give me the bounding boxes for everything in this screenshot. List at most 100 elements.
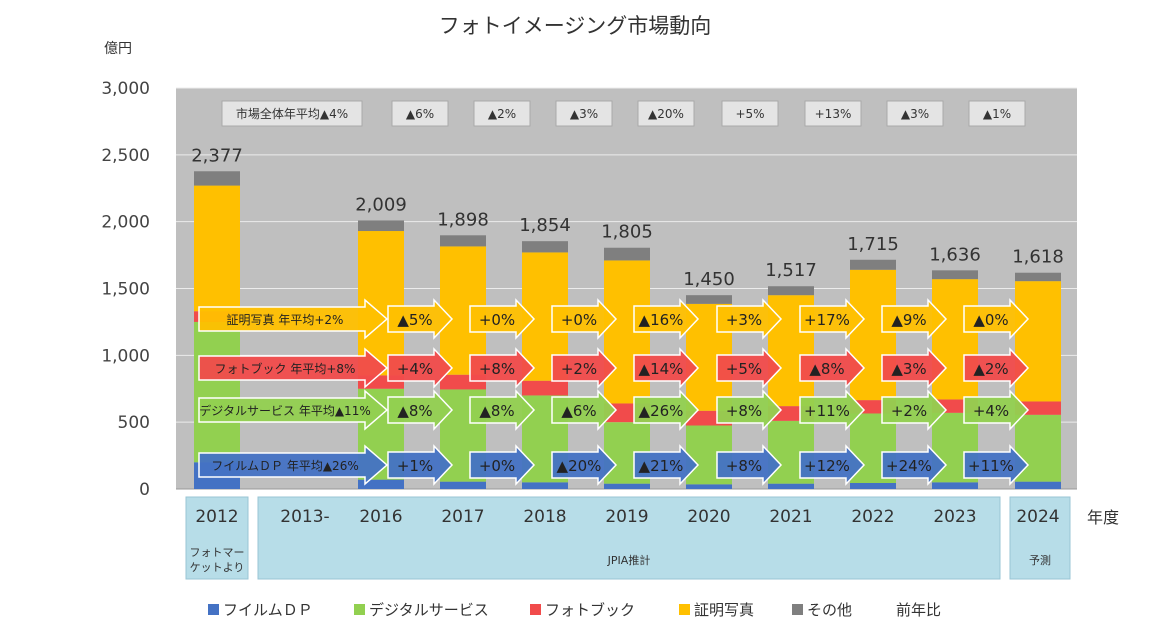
total-label: 1,618 xyxy=(1012,247,1064,268)
yoy-arrow-label: ▲9% xyxy=(891,311,926,329)
yoy-arrow-label: +2% xyxy=(561,360,597,378)
y-tick-label: 2,500 xyxy=(101,146,150,166)
yoy-label: ▲20% xyxy=(648,107,684,121)
source-box xyxy=(257,496,1001,580)
yoy-arrow-label: ▲20% xyxy=(557,457,602,475)
yoy-arrow-label: +11% xyxy=(804,402,850,420)
yoy-arrow xyxy=(716,444,783,486)
y-tick-label: 3,000 xyxy=(101,79,150,99)
yoy-arrow xyxy=(963,389,1030,431)
yoy-arrow xyxy=(469,298,536,340)
yoy-arrow xyxy=(881,298,948,340)
row-arrow-main xyxy=(198,444,389,486)
yoy-label: +13% xyxy=(815,107,852,121)
bar-segment xyxy=(604,247,650,261)
yoy-arrow xyxy=(716,347,783,389)
yoy-arrow xyxy=(881,444,948,486)
yoy-label: ▲3% xyxy=(901,107,929,121)
yoy-arrow-label: ▲3% xyxy=(891,360,926,378)
yoy-arrow xyxy=(881,389,948,431)
bar-segment xyxy=(194,185,240,312)
yoy-arrow-label: ▲8% xyxy=(479,402,514,420)
yoy-arrow xyxy=(963,444,1030,486)
legend-label: 証明写真 xyxy=(694,601,754,619)
legend-swatch xyxy=(354,604,365,615)
source-label: JPIA推計 xyxy=(607,553,651,567)
yoy-arrow xyxy=(716,298,783,340)
yoy-arrow xyxy=(633,347,700,389)
x-tick-label-front: 2024 xyxy=(1016,507,1059,527)
row-arrow-label: フォトブック 年平均+8% xyxy=(215,361,356,376)
yoy-arrow xyxy=(633,389,700,431)
source-label: 予測 xyxy=(1029,553,1051,567)
yoy-arrow-label: ▲0% xyxy=(973,311,1008,329)
bar-segment xyxy=(440,235,486,247)
yoy-arrow-label: +0% xyxy=(479,311,515,329)
yoy-arrow-label: ▲16% xyxy=(639,311,684,329)
yoy-arrow-label: +0% xyxy=(561,311,597,329)
yoy-arrow xyxy=(881,347,948,389)
row-arrow-main xyxy=(198,347,389,389)
x-tick-label-front: 2019 xyxy=(605,507,648,527)
legend-label: デジタルサービス xyxy=(369,601,489,619)
bar-segment xyxy=(850,482,896,489)
bar-segment xyxy=(358,220,404,232)
bar-segment xyxy=(686,295,732,304)
yoy-arrow xyxy=(551,444,618,486)
yoy-box xyxy=(473,100,531,127)
bar-segment xyxy=(768,286,814,296)
yoy-arrow-label: +24% xyxy=(886,457,932,475)
yoy-box xyxy=(391,100,449,127)
total-label: 1,854 xyxy=(519,215,571,236)
yoy-arrow xyxy=(799,347,866,389)
bar-segment xyxy=(1015,272,1061,282)
bar-segment xyxy=(604,483,650,489)
x-tick-label-front: 2017 xyxy=(441,507,484,527)
yoy-arrow-label: +2% xyxy=(891,402,927,420)
yoy-box xyxy=(804,100,862,127)
x-tick-label-front: 2020 xyxy=(687,507,730,527)
yoy-arrow-label: ▲14% xyxy=(639,360,684,378)
x-axis-label: 年度 xyxy=(1087,508,1119,527)
bar-segment xyxy=(194,171,240,186)
legend-swatch xyxy=(208,604,219,615)
row-arrow-label: 証明写真 年平均+2% xyxy=(227,313,344,327)
yoy-arrow xyxy=(799,444,866,486)
yoy-arrow xyxy=(387,444,454,486)
yoy-arrow-label: +1% xyxy=(397,457,433,475)
yoy-arrow xyxy=(551,298,618,340)
yoy-arrow-label: ▲5% xyxy=(397,311,432,329)
x-tick-label-front: 2016 xyxy=(359,507,402,527)
legend-label: その他 xyxy=(807,601,852,619)
yoy-arrow xyxy=(633,444,700,486)
x-tick-label-front: 2023 xyxy=(933,507,976,527)
total-label: 1,636 xyxy=(929,244,981,265)
yoy-box xyxy=(637,100,695,127)
yoy-arrow-label: +12% xyxy=(804,457,850,475)
yoy-box xyxy=(555,100,613,127)
yoy-arrow-label: +8% xyxy=(479,360,515,378)
y-tick-label: 1,000 xyxy=(101,346,150,366)
y-tick-label: 2,000 xyxy=(101,213,150,233)
legend-yoy-label: 前年比 xyxy=(896,601,941,619)
yoy-arrow-label: +5% xyxy=(726,360,762,378)
x-tick-label-front: 2013- xyxy=(280,507,329,527)
yoy-label: ▲1% xyxy=(983,107,1011,121)
total-label: 1,805 xyxy=(601,222,653,243)
row-arrow-label: フイルムＤＰ 年平均▲26% xyxy=(211,459,358,473)
yoy-arrow-label: +3% xyxy=(726,311,762,329)
x-tick-label-front: 2021 xyxy=(769,507,812,527)
bar-segment xyxy=(850,259,896,270)
yoy-arrow xyxy=(799,389,866,431)
total-label: 1,517 xyxy=(765,260,817,281)
total-label: 1,898 xyxy=(437,209,489,230)
yoy-arrow-label: ▲26% xyxy=(639,402,684,420)
legend-swatch xyxy=(792,604,803,615)
yoy-arrow xyxy=(633,298,700,340)
bar-segment xyxy=(932,270,978,280)
bar-segment xyxy=(358,479,404,489)
bar-segment xyxy=(194,321,240,463)
yoy-arrow-label: +0% xyxy=(479,457,515,475)
yoy-arrow-label: +8% xyxy=(726,402,762,420)
legend-swatch xyxy=(530,604,541,615)
